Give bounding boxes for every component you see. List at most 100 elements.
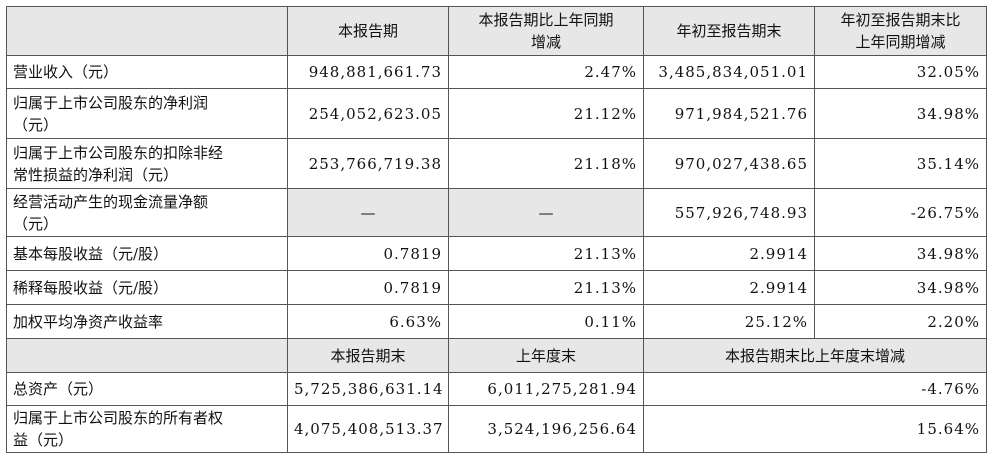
value-cell: -4.76% [643, 372, 987, 406]
value-cell-text: 5,725,386,631.14 [294, 380, 444, 398]
value-cell: 0.7819 [287, 270, 449, 305]
value-cell-text: 21.13% [573, 278, 637, 297]
value-cell: 21.13% [448, 236, 644, 271]
header-cell: 本报告期比上年同期增减 [448, 6, 644, 56]
value-cell: — [287, 188, 449, 237]
value-cell: 35.14% [814, 138, 987, 189]
header-cell: 本报告期末 [287, 338, 449, 373]
row-label-text: 经营活动产生的现金流量净额（元） [13, 192, 209, 233]
data-row: 基本每股收益（元/股） 0.7819 21.13% 2.9914 34.98% [6, 236, 987, 271]
value-cell-text: 2.9914 [749, 244, 808, 263]
value-cell-text: 34.98% [916, 104, 980, 123]
value-cell-text: 6,011,275,281.94 [487, 380, 637, 398]
value-cell: 948,881,661.73 [287, 55, 449, 89]
row-label: 总资产（元） [6, 372, 288, 406]
row-label-text: 归属于上市公司股东的扣除非经常性损益的净利润（元） [13, 143, 224, 184]
row-label: 基本每股收益（元/股） [6, 236, 288, 271]
value-cell-text: 3,524,196,256.64 [487, 420, 637, 438]
value-cell: 971,984,521.76 [643, 88, 815, 139]
data-row: 归属于上市公司股东的所有者权益（元） 4,075,408,513.37 3,524,… [6, 405, 987, 453]
data-row: 经营活动产生的现金流量净额（元） — — 557,926,748.93 -26.75% [6, 188, 987, 237]
header-cell: 上年度末 [448, 338, 644, 373]
value-cell-text: 21.12% [573, 104, 637, 123]
value-cell: -26.75% [814, 188, 987, 237]
value-cell: 557,926,748.93 [643, 188, 815, 237]
value-cell: 0.7819 [287, 236, 449, 271]
value-cell-text: 0.11% [584, 312, 637, 331]
row-label-text: 归属于上市公司股东的净利润（元） [13, 93, 209, 134]
row-label: 归属于上市公司股东的所有者权益（元） [6, 405, 288, 453]
value-cell: 2.47% [448, 55, 644, 89]
row-label: 加权平均净资产收益率 [6, 304, 288, 339]
header-cell: 年初至报告期末 [643, 6, 815, 56]
row-label-text: 加权平均净资产收益率 [13, 312, 164, 331]
value-cell-text: 21.18% [573, 154, 637, 173]
value-cell-text: 557,926,748.93 [674, 203, 808, 222]
value-cell: 2.9914 [643, 270, 815, 305]
value-cell: 21.18% [448, 138, 644, 189]
value-cell-text: -4.76% [921, 380, 980, 398]
value-cell-text: 21.13% [573, 244, 637, 263]
value-cell-text: — [538, 203, 554, 222]
header-cell: 年初至报告期末比上年同期增减 [814, 6, 987, 56]
value-cell: 5,725,386,631.14 [287, 372, 449, 406]
header-cell: 本报告期末比上年度末增减 [643, 338, 987, 373]
row-label-text: 营业收入（元） [13, 63, 119, 81]
header-cell-text: 本报告期末 [330, 346, 406, 365]
row-label-text: 总资产（元） [13, 380, 104, 398]
header-cell [6, 338, 288, 373]
data-row: 归属于上市公司股东的扣除非经常性损益的净利润（元） 253,766,719.38 2… [6, 138, 987, 189]
header-cell-text: 年初至报告期末比上年同期增减 [840, 11, 961, 51]
data-row: 总资产（元） 5,725,386,631.14 6,011,275,281.94 -4… [6, 372, 987, 406]
header-cell-text: 本报告期 [337, 22, 398, 40]
header-row: 本报告期末 上年度末 本报告期末比上年度末增减 [6, 338, 987, 373]
value-cell: 4,075,408,513.37 [287, 405, 449, 453]
data-row: 加权平均净资产收益率 6.63% 0.11% 25.12% 2.20% [6, 304, 987, 339]
value-cell-text: 253,766,719.38 [308, 154, 442, 173]
row-label-text: 基本每股收益（元/股） [13, 244, 169, 263]
value-cell: 254,052,623.05 [287, 88, 449, 139]
value-cell-text: 2.9914 [749, 278, 808, 297]
row-label-text: 归属于上市公司股东的所有者权益（元） [13, 409, 224, 449]
value-cell: 25.12% [643, 304, 815, 339]
value-cell: 6.63% [287, 304, 449, 339]
value-cell-text: 0.7819 [383, 278, 442, 297]
data-row: 稀释每股收益（元/股） 0.7819 21.13% 2.9914 34.98% [6, 270, 987, 305]
value-cell-text: 25.12% [744, 312, 808, 331]
value-cell: 15.64% [643, 405, 987, 453]
value-cell-text: 4,075,408,513.37 [294, 420, 444, 438]
value-cell-text: 3,485,834,051.01 [658, 63, 808, 81]
value-cell-text: 34.98% [916, 244, 980, 263]
value-cell-text: 32.05% [916, 63, 980, 81]
value-cell: 253,766,719.38 [287, 138, 449, 189]
value-cell-text: 15.64% [916, 420, 980, 438]
data-row: 归属于上市公司股东的净利润（元） 254,052,623.05 21.12% 971,… [6, 88, 987, 139]
value-cell-text: 254,052,623.05 [308, 104, 442, 123]
header-cell-text: 上年度末 [515, 346, 576, 365]
value-cell-text: 948,881,661.73 [308, 63, 442, 81]
value-cell-text: 2.20% [927, 312, 980, 331]
value-cell: 2.20% [814, 304, 987, 339]
value-cell: 32.05% [814, 55, 987, 89]
header-cell [6, 6, 288, 56]
value-cell: 34.98% [814, 236, 987, 271]
value-cell: 0.11% [448, 304, 644, 339]
value-cell-text: -26.75% [910, 203, 980, 222]
header-cell-text: 本报告期比上年同期增减 [478, 11, 614, 51]
header-cell-text: 本报告期末比上年度末增减 [724, 346, 905, 365]
value-cell: 3,524,196,256.64 [448, 405, 644, 453]
value-cell-text: 34.98% [916, 278, 980, 297]
value-cell: 6,011,275,281.94 [448, 372, 644, 406]
value-cell-text: 6.63% [389, 312, 442, 331]
value-cell-text: 970,027,438.65 [674, 154, 808, 173]
value-cell: 970,027,438.65 [643, 138, 815, 189]
row-label: 归属于上市公司股东的净利润（元） [6, 88, 288, 139]
value-cell: 2.9914 [643, 236, 815, 271]
row-label: 经营活动产生的现金流量净额（元） [6, 188, 288, 237]
value-cell: 21.12% [448, 88, 644, 139]
value-cell-text: 2.47% [584, 63, 637, 81]
value-cell-text: — [360, 203, 376, 222]
financial-table: 本报告期 本报告期比上年同期增减 年初至报告期末 年初至报告期末比上年同期增减营业收入… [6, 6, 987, 453]
row-label: 营业收入（元） [6, 55, 288, 89]
